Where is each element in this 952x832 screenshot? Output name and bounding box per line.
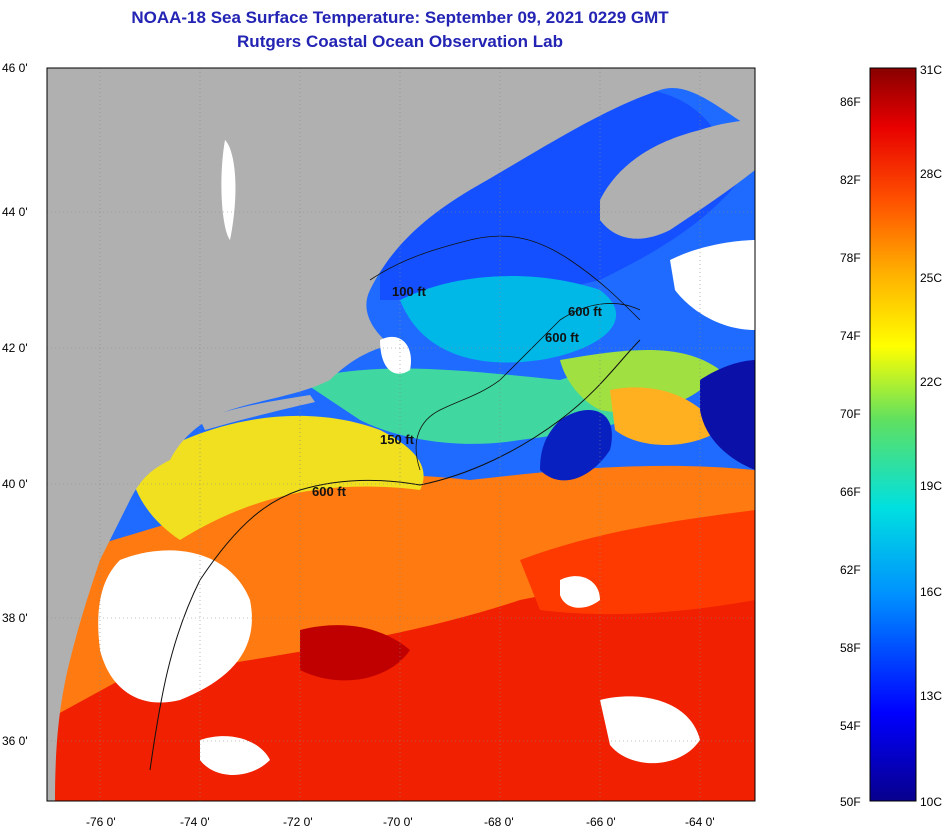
lon-label: -70 0'	[383, 815, 413, 829]
contour-label-150ft: 150 ft	[380, 432, 415, 447]
colorbar-f-label: 82F	[840, 173, 861, 187]
contour-label-600ft-b: 600 ft	[545, 330, 580, 345]
colorbar-f-label: 78F	[840, 251, 861, 265]
lon-label: -68 0'	[484, 815, 514, 829]
contour-label-100ft: 100 ft	[392, 284, 427, 299]
colorbar-f-label: 50F	[840, 795, 861, 809]
colorbar-c-label: 22C	[920, 375, 942, 389]
lon-label: -64 0'	[685, 815, 715, 829]
lon-axis: -76 0' -74 0' -72 0' -70 0' -68 0' -66 0…	[86, 815, 715, 829]
lat-label: 44 0'	[2, 205, 28, 219]
contour-label-600ft-a: 600 ft	[568, 304, 603, 319]
lon-label: -74 0'	[180, 815, 210, 829]
contour-label-600ft-c: 600 ft	[312, 484, 347, 499]
colorbar-c-label: 10C	[920, 795, 942, 809]
colorbar-c-label: 25C	[920, 271, 942, 285]
colorbar-f-label: 54F	[840, 719, 861, 733]
colorbar-c-label: 19C	[920, 479, 942, 493]
colorbar: 86F 82F 78F 74F 70F 66F 62F 58F 54F 50F …	[840, 63, 942, 809]
lat-label: 46 0'	[2, 61, 28, 75]
lat-label: 36 0'	[2, 734, 28, 748]
colorbar-f-label: 74F	[840, 329, 861, 343]
lon-label: -66 0'	[586, 815, 616, 829]
colorbar-c-labels: 31C 28C 25C 22C 19C 16C 13C 10C	[920, 63, 942, 809]
colorbar-c-label: 28C	[920, 167, 942, 181]
colorbar-c-label: 13C	[920, 689, 942, 703]
map-subtitle: Rutgers Coastal Ocean Observation Lab	[237, 32, 563, 51]
colorbar-f-label: 62F	[840, 563, 861, 577]
colorbar-c-label: 16C	[920, 585, 942, 599]
lat-label: 38 0'	[2, 611, 28, 625]
colorbar-f-labels: 86F 82F 78F 74F 70F 66F 62F 58F 54F 50F	[840, 95, 861, 809]
map-title: NOAA-18 Sea Surface Temperature: Septemb…	[131, 8, 669, 27]
colorbar-f-label: 70F	[840, 407, 861, 421]
map-field	[47, 68, 755, 801]
lat-label: 40 0'	[2, 477, 28, 491]
colorbar-f-label: 58F	[840, 641, 861, 655]
colorbar-f-label: 86F	[840, 95, 861, 109]
colorbar-c-label: 31C	[920, 63, 942, 77]
lat-axis: 46 0' 44 0' 42 0' 40 0' 38 0' 36 0'	[2, 61, 28, 748]
colorbar-f-label: 66F	[840, 485, 861, 499]
lon-label: -76 0'	[86, 815, 116, 829]
lat-label: 42 0'	[2, 341, 28, 355]
map-frame	[46, 67, 756, 802]
lon-label: -72 0'	[283, 815, 313, 829]
